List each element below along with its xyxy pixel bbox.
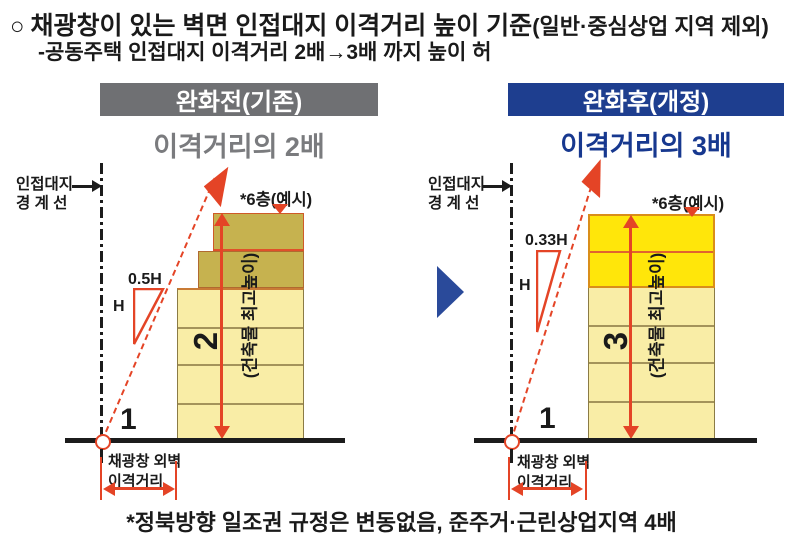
after-setback-arrow-icon	[523, 487, 571, 490]
before-boundary-line	[100, 163, 103, 440]
before-height-symbol: H	[113, 298, 125, 315]
before-floors-pointer-icon	[272, 204, 288, 214]
after-setback-tick-left	[508, 457, 510, 500]
page-subtitle: -공동주택 인접대지 이격거리 2배→3배 까지 높이 허	[38, 41, 492, 64]
before-ground-line	[65, 438, 345, 443]
after-height-axis-label: (건축물 최고높이)	[647, 252, 667, 379]
floor-divider	[590, 251, 713, 253]
before-setback-arrow-icon	[115, 487, 163, 490]
before-setback-label: 채광창 외벽 이격거리	[108, 453, 182, 490]
before-boundary-arrow-icon	[72, 185, 92, 188]
after-subtitle: 이격거리의 3배	[560, 131, 732, 161]
after-ground-line	[474, 438, 757, 443]
title-bullet-icon: ○	[10, 13, 25, 40]
before-boundary-label: 인접대지 경 계 선	[16, 176, 74, 213]
before-setback-tick-left	[100, 457, 102, 500]
title-main: 채광창이 있는 벽면 인접대지 이격거리 높이 기준	[30, 12, 533, 40]
transition-arrow-icon	[437, 266, 464, 318]
after-building-lower-floors	[588, 288, 715, 440]
floor-divider	[178, 327, 303, 329]
after-origin-marker-icon	[504, 434, 520, 450]
after-slope-ratio: 0.33H	[525, 232, 568, 249]
before-distance-number: 1	[120, 403, 137, 436]
before-slope-ratio: 0.5H	[128, 271, 162, 288]
floor-divider	[589, 362, 714, 364]
before-multiplier: 2	[187, 331, 224, 351]
before-subtitle: 이격거리의 2배	[153, 132, 325, 162]
before-building-floor5	[198, 251, 304, 288]
floor-divider	[178, 403, 303, 405]
before-height-arrow-icon	[220, 226, 223, 426]
after-boundary-arrow-icon	[482, 185, 502, 188]
floor-divider	[178, 364, 303, 366]
after-floors-note: *6층(예시)	[652, 195, 725, 213]
title-paren: (일반·중심상업 지역 제외)	[532, 14, 769, 39]
floor-divider	[589, 401, 714, 403]
footnote: *정북방향 일조권 규정은 변동없음, 준주거·근린상업지역 4배	[126, 510, 677, 535]
after-multiplier: 3	[597, 331, 634, 351]
before-origin-marker-icon	[95, 434, 111, 450]
after-distance-number: 1	[539, 402, 556, 435]
after-boundary-label: 인접대지 경 계 선	[428, 176, 486, 213]
after-floors-pointer-icon	[684, 207, 700, 217]
after-slope-triangle	[536, 250, 562, 333]
before-height-axis-label: (건축물 최고높이)	[240, 252, 260, 379]
after-boundary-line	[510, 163, 513, 440]
after-building-upper-floors	[588, 214, 715, 288]
after-height-symbol: H	[519, 277, 531, 294]
before-floors-note: *6층(예시)	[240, 191, 313, 209]
page-title: ○ 채광창이 있는 벽면 인접대지 이격거리 높이 기준(일반·중심상업 지역 제…	[10, 6, 769, 42]
after-header: 완화후(개정)	[508, 83, 784, 116]
after-setback-tick-right	[585, 461, 587, 500]
before-slope-triangle	[133, 288, 165, 345]
before-header: 완화전(기존)	[100, 83, 378, 116]
after-height-arrow-icon	[629, 228, 632, 426]
before-setback-tick-right	[175, 461, 177, 500]
after-boundary-tick	[510, 449, 513, 463]
floor-divider	[589, 325, 714, 327]
before-boundary-tick	[100, 449, 103, 463]
